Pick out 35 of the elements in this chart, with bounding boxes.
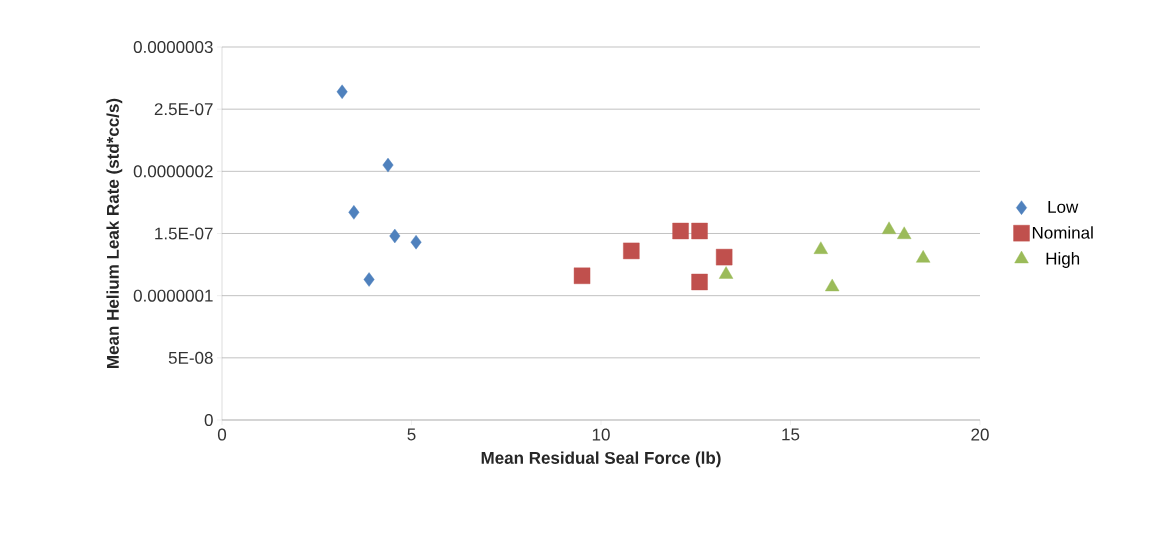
y-tick-label: 0.0000003	[133, 40, 213, 54]
point	[916, 250, 931, 263]
point	[881, 221, 897, 234]
point	[336, 84, 348, 99]
point	[348, 205, 360, 220]
point	[672, 222, 689, 240]
point	[691, 222, 708, 240]
point	[389, 228, 401, 244]
point	[813, 241, 828, 254]
y-tick-label: 0	[204, 413, 213, 427]
legend-label: High	[1046, 252, 1080, 268]
point	[715, 248, 733, 266]
y-tick-label: 0.0000002	[133, 165, 213, 178]
y-axis-title: Mean Helium Leak Rate (std*cc/s)	[106, 98, 123, 368]
x-tick-label: 10	[592, 428, 610, 441]
point	[825, 278, 840, 292]
point	[573, 267, 591, 284]
x-tick-label: 15	[782, 428, 800, 441]
x-tick-label: 0	[217, 428, 227, 441]
point	[363, 272, 375, 287]
y-tick-label: 2.5E-07	[154, 103, 213, 116]
point	[691, 273, 708, 291]
y-tick-label: 1.5E-07	[155, 227, 213, 240]
legend-label: Low	[1048, 201, 1079, 213]
x-axis-title: Mean Residual Seal Force (lb)	[481, 451, 721, 468]
point	[410, 235, 422, 250]
y-tick-label: 5E-08	[168, 351, 213, 364]
x-tick-label: 20	[971, 428, 989, 441]
x-tick-label: 5	[407, 428, 416, 441]
point	[382, 157, 394, 173]
y-tick-label: 0.0000001	[133, 289, 213, 302]
point	[623, 242, 640, 260]
legend-label: Nominal	[1032, 226, 1093, 239]
point	[897, 226, 912, 239]
point	[718, 266, 734, 279]
